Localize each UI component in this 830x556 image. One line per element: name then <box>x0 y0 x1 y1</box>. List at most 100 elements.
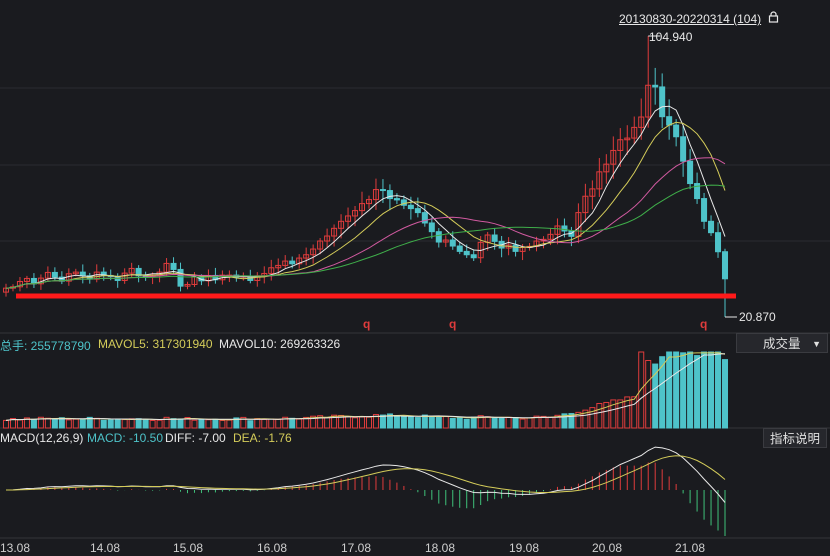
volume-bar <box>568 413 575 429</box>
volume-bar <box>673 351 680 429</box>
mavol10-label: MAVOL10: 269263326 <box>219 337 341 351</box>
volume-bar <box>652 363 659 429</box>
candle-body <box>296 257 303 265</box>
volume-bar <box>93 417 100 429</box>
candle-body <box>184 283 191 287</box>
moving-average-line <box>5 105 726 289</box>
volume-bar <box>65 419 72 429</box>
volume-bar <box>400 416 407 429</box>
volume-bar <box>561 413 568 429</box>
candle-body <box>303 254 310 259</box>
x-tick-label: 21.08 <box>675 541 706 555</box>
candle-body <box>358 203 366 212</box>
volume-bar <box>156 419 163 429</box>
x-tick-label: 20.08 <box>592 541 623 555</box>
volume-bar <box>631 396 638 429</box>
volume-bar <box>505 416 512 429</box>
volume-bar <box>498 417 505 429</box>
volume-bar <box>610 399 617 429</box>
candle-body <box>331 227 338 237</box>
volume-bar <box>435 415 442 429</box>
pattern-marker: q <box>449 317 457 331</box>
volume-total-label: 总手: 255778790 <box>0 339 91 353</box>
volume-bar <box>254 418 261 429</box>
volume-bar <box>421 414 428 429</box>
x-tick-label: 16.08 <box>257 541 288 555</box>
volume-bar <box>582 409 589 429</box>
volume-bar <box>198 418 205 429</box>
candle-body <box>317 240 324 250</box>
volume-bar <box>358 416 366 429</box>
volume-bar <box>491 417 498 429</box>
volume-bar <box>121 419 128 429</box>
volume-bar <box>324 417 331 429</box>
lock-icon[interactable] <box>768 11 779 23</box>
volume-bar <box>86 416 93 429</box>
candle-body <box>177 268 184 287</box>
volume-bar <box>463 418 470 429</box>
volume-bar <box>107 419 114 429</box>
volume-bar <box>289 417 296 429</box>
candle-body <box>121 272 128 281</box>
volume-bar <box>701 351 708 429</box>
moving-average-line <box>5 157 726 289</box>
volume-bar <box>603 401 610 429</box>
volume-bar <box>721 359 729 429</box>
candle-body <box>435 231 442 243</box>
candle-body <box>428 222 435 233</box>
candle-body <box>561 225 568 232</box>
volume-bar <box>184 417 191 429</box>
macd-value-label: MACD: -10.50 <box>87 431 164 445</box>
candle-body <box>338 220 345 229</box>
volume-bar <box>233 417 240 429</box>
volume-bar <box>477 415 484 429</box>
candle-body <box>554 225 561 235</box>
candle-body <box>652 84 659 88</box>
volume-bar <box>338 414 345 429</box>
volume-bar <box>547 416 554 429</box>
volume-bar <box>407 416 414 429</box>
volume-bar <box>687 351 694 429</box>
candle-body <box>721 251 729 280</box>
candle-body <box>268 267 275 274</box>
macd-dea-line <box>6 455 726 493</box>
volume-bar <box>345 416 352 429</box>
candle-body <box>23 277 30 282</box>
x-tick-label: 14.08 <box>90 541 121 555</box>
candle-body <box>407 204 414 210</box>
candle-body <box>135 267 142 277</box>
volume-bar <box>128 418 135 429</box>
volume-ma-line <box>5 353 726 421</box>
volume-bar <box>449 417 456 429</box>
candle-body <box>386 190 393 200</box>
candle-body <box>666 116 673 126</box>
candle-body <box>275 264 282 269</box>
candle-body <box>421 212 428 224</box>
volume-bar <box>191 419 198 429</box>
volume-bar <box>30 419 37 429</box>
candle-body <box>701 198 708 222</box>
volume-bar <box>296 418 303 429</box>
candle-body <box>610 149 617 165</box>
volume-bar <box>596 402 603 429</box>
volume-bar <box>23 417 30 429</box>
volume-bar <box>638 351 645 429</box>
volume-bar <box>442 416 449 429</box>
candle-body <box>582 195 589 214</box>
volume-indicator-dropdown[interactable]: 成交量 ▼ <box>736 333 828 353</box>
volume-bar <box>575 411 582 429</box>
volume-bar <box>512 417 519 429</box>
date-range-label[interactable]: 20130830-20220314 (104) <box>619 12 762 26</box>
candle-body <box>372 189 379 201</box>
volume-bar <box>379 414 386 429</box>
volume-bar <box>149 420 156 429</box>
candle-body <box>708 220 715 234</box>
volume-bar <box>163 416 170 429</box>
volume-ma-line <box>5 352 726 421</box>
volume-bar <box>428 416 435 429</box>
volume-bar <box>261 418 268 429</box>
candle-body <box>352 210 359 217</box>
indicator-help-button[interactable]: 指标说明 <box>763 428 828 448</box>
volume-bar <box>659 356 666 429</box>
volume-bar <box>470 416 477 429</box>
